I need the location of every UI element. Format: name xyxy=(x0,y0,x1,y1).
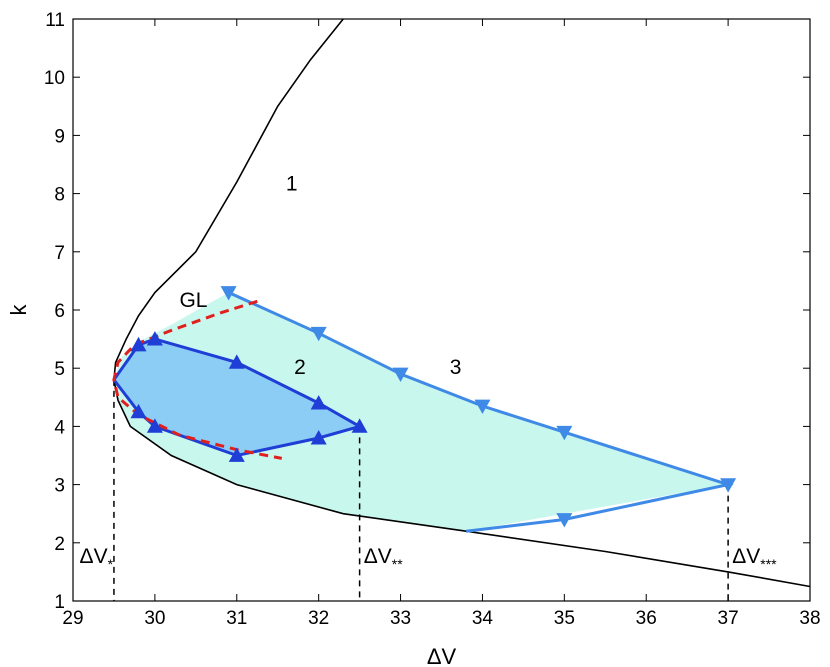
guide-lines xyxy=(113,379,729,601)
x-tick-label-36: 36 xyxy=(636,608,657,629)
guide-label-sub-1: * xyxy=(108,556,114,572)
gl-curve-line xyxy=(112,299,283,460)
y-tick-label-4: 4 xyxy=(54,417,65,438)
curve-3-marker-6 xyxy=(720,478,737,493)
series-markers xyxy=(130,286,737,528)
x-tick-label-37: 37 xyxy=(718,608,739,629)
y-axis-label: k xyxy=(6,304,31,316)
x-tick-label-35: 35 xyxy=(554,608,575,629)
curve-2-marker-1 xyxy=(130,336,147,352)
series-label-1: 1 xyxy=(286,173,298,196)
x-tick-label-31: 31 xyxy=(226,608,247,629)
curve-3-marker-5 xyxy=(556,425,573,441)
y-tick-label-10: 10 xyxy=(44,68,65,89)
curve-3-marker-3 xyxy=(392,367,409,383)
guide-label-sub-3: *** xyxy=(760,556,777,572)
curve-3-marker-1 xyxy=(220,286,237,301)
curve-2-marker-5 xyxy=(351,418,368,433)
curve-3-marker-4 xyxy=(474,399,491,415)
y-tick-label-11: 11 xyxy=(45,10,65,31)
x-tick-label-32: 32 xyxy=(308,608,329,629)
region-3-fill xyxy=(113,292,729,532)
curve-2-marker-2 xyxy=(146,331,163,346)
x-tick-label-29: 29 xyxy=(62,608,83,629)
curve-2-marker-7 xyxy=(228,447,245,462)
y-tick-label-8: 8 xyxy=(54,185,65,206)
series-label-4: GL xyxy=(179,289,207,312)
series-label-2: 2 xyxy=(294,356,306,379)
curve-3-line xyxy=(227,291,734,533)
series-label-3: 3 xyxy=(450,356,462,379)
curve-3-marker-7 xyxy=(556,513,573,528)
y-tick-label-1: 1 xyxy=(54,592,65,613)
y-tick-label-5: 5 xyxy=(54,359,65,380)
x-tick-label-33: 33 xyxy=(390,608,411,629)
region-2-fill xyxy=(113,339,360,456)
y-tick-label-9: 9 xyxy=(54,126,65,147)
curve-3-marker-2 xyxy=(310,326,327,342)
x-axis-label: ΔV xyxy=(427,644,457,667)
x-tick-label-30: 30 xyxy=(144,608,165,629)
y-tick-label-3: 3 xyxy=(54,476,65,497)
y-tick-label-7: 7 xyxy=(54,243,65,264)
y-tick-label-6: 6 xyxy=(54,301,65,322)
guide-label-sub-2: ** xyxy=(392,556,403,572)
curve-2-marker-6 xyxy=(310,430,327,445)
curve-2-marker-4 xyxy=(310,395,327,410)
curve-2-marker-8 xyxy=(146,418,163,433)
x-tick-label-38: 38 xyxy=(799,608,820,629)
curve-2-marker-3 xyxy=(228,354,245,369)
x-tick-label-34: 34 xyxy=(472,608,494,629)
curve-2-marker-9 xyxy=(130,403,147,419)
y-tick-label-2: 2 xyxy=(54,534,65,555)
fill-regions xyxy=(113,292,729,532)
